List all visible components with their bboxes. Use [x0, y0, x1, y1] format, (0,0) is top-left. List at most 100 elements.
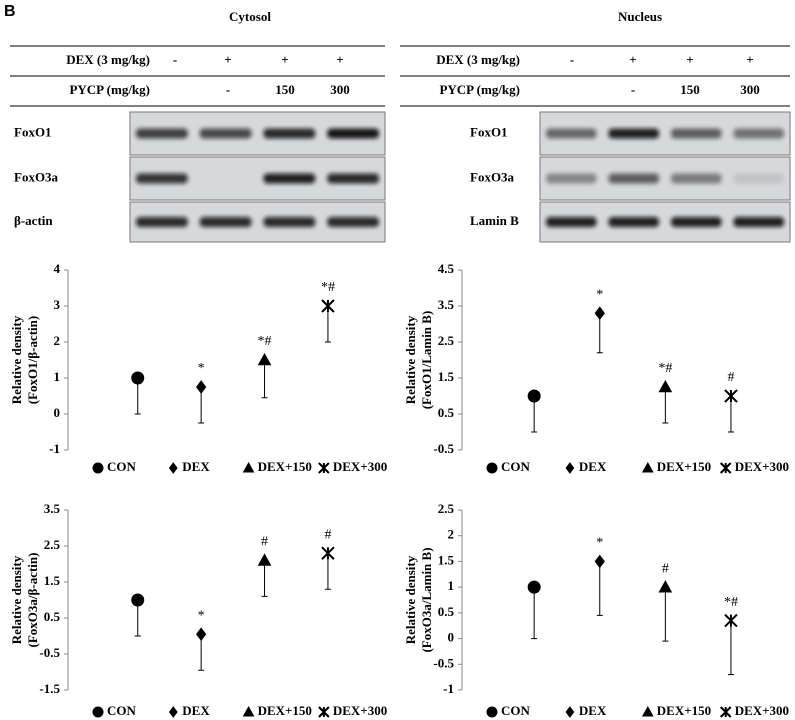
data-point	[196, 380, 207, 394]
data-point	[196, 627, 207, 642]
blot-band	[671, 173, 722, 184]
data-point	[257, 553, 272, 566]
legend-label: DEX+150	[657, 703, 711, 718]
y-axis-label: Relative density	[403, 555, 418, 644]
blot-band	[546, 217, 597, 227]
blot-row-label: FoxO3a	[14, 169, 59, 184]
data-point	[321, 546, 335, 560]
lane-label: +	[686, 52, 693, 67]
y-tick-label: 1.5	[438, 369, 455, 384]
y-tick-label: 1	[448, 578, 455, 593]
error-bar	[662, 587, 669, 642]
significance-label: *#	[321, 280, 335, 295]
lane-label: -	[570, 52, 574, 67]
legend-label: CON	[107, 703, 137, 718]
legend-marker	[565, 462, 575, 474]
y-tick-label: 0	[54, 405, 61, 420]
y-axis-label: Relative density	[9, 555, 24, 644]
lane-label: +	[224, 52, 231, 67]
significance-label: #	[324, 527, 331, 542]
error-bar	[531, 587, 538, 640]
blot-title: Cytosol	[229, 9, 271, 24]
y-tick-label: 2	[54, 333, 61, 348]
significance-label: #	[261, 535, 268, 550]
y-tick-label: 1	[54, 369, 61, 384]
legend-marker	[486, 706, 498, 718]
error-bar	[662, 387, 669, 424]
y-tick-label: 4	[54, 261, 61, 276]
significance-label: *	[198, 361, 205, 376]
legend-marker	[565, 706, 575, 718]
legend-label: DEX+300	[735, 703, 789, 718]
y-tick-label: 0.5	[438, 604, 455, 619]
significance-label: *	[596, 287, 603, 302]
y-tick-label: 4.5	[438, 261, 455, 276]
blot-band	[546, 173, 597, 184]
data-point	[594, 554, 605, 569]
legend-marker	[486, 462, 498, 474]
data-point	[724, 613, 738, 628]
blot-band	[199, 128, 252, 139]
legend-marker	[318, 706, 330, 718]
significance-label: *#	[724, 595, 738, 610]
blot-band	[608, 173, 659, 184]
y-tick-label: -1	[443, 681, 454, 696]
blot-band	[263, 128, 316, 139]
blot-band	[263, 217, 316, 227]
lane-label: +	[746, 52, 753, 67]
legend-label: DEX	[182, 703, 210, 718]
blot-row-label: β-actin	[14, 213, 53, 228]
blot-band	[671, 128, 722, 139]
legend-marker	[92, 706, 104, 718]
blot-band	[327, 217, 379, 227]
legend-marker	[242, 461, 255, 473]
y-axis-label: (FoxO1/β-actin)	[25, 316, 40, 404]
y-tick-label: 2.5	[438, 333, 455, 348]
data-point	[527, 389, 541, 403]
y-axis-label: Relative density	[9, 315, 24, 404]
legend-marker	[719, 706, 732, 718]
legend-label: CON	[501, 459, 531, 474]
lane-label: +	[336, 52, 343, 67]
lane-label: 300	[330, 82, 350, 97]
data-point	[257, 352, 272, 366]
significance-label: *	[596, 536, 603, 551]
blot-band	[608, 217, 659, 227]
blot-band	[136, 173, 188, 184]
lane-label: +	[629, 52, 636, 67]
blot-band	[263, 173, 316, 184]
blot-row-label: Lamin B	[470, 213, 519, 228]
error-bar	[596, 561, 603, 616]
y-tick-label: 0.5	[44, 609, 61, 624]
legend-marker	[719, 462, 732, 474]
data-point	[131, 371, 145, 385]
blot-row-label: FoxO1	[470, 124, 508, 139]
y-tick-label: 2	[448, 527, 455, 542]
y-axis-label: (FoxO3a/Lamin B)	[419, 547, 434, 652]
legend-marker	[168, 706, 178, 718]
treatment-label: DEX (3 mg/kg)	[436, 52, 520, 67]
data-point	[724, 389, 738, 403]
legend-label: CON	[501, 703, 531, 718]
lane-label: 150	[275, 82, 295, 97]
blot-band	[136, 128, 188, 139]
treatment-label: PYCP (mg/kg)	[69, 82, 150, 97]
y-tick-label: 3	[54, 297, 61, 312]
significance-label: *#	[258, 334, 272, 349]
blot-band	[327, 128, 379, 139]
blot-band	[733, 173, 784, 184]
y-tick-label: -0.5	[39, 645, 60, 660]
blot-band	[671, 217, 722, 227]
significance-label: #	[662, 561, 669, 576]
y-axis-label: (FoxO3a/β-actin)	[25, 553, 40, 648]
y-tick-label: 0	[448, 630, 455, 645]
legend-label: DEX	[182, 459, 210, 474]
treatment-label: DEX (3 mg/kg)	[66, 52, 150, 67]
y-tick-label: -1	[49, 441, 60, 456]
y-tick-label: 0.5	[438, 405, 455, 420]
error-bar	[261, 360, 268, 399]
legend-label: DEX+150	[258, 703, 312, 718]
lane-label: 150	[680, 82, 700, 97]
y-tick-label: 1.5	[44, 573, 61, 588]
